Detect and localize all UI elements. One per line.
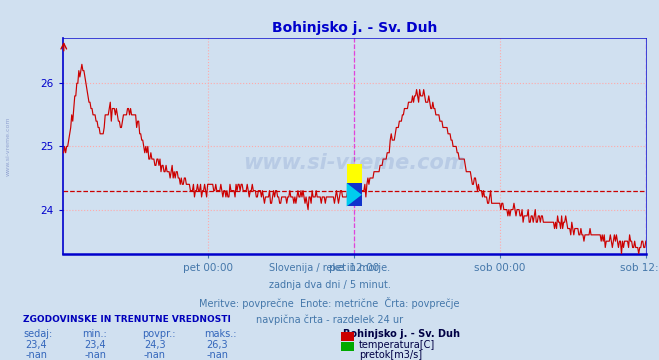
Text: zadnja dva dni / 5 minut.: zadnja dva dni / 5 minut.: [269, 280, 390, 290]
Text: pretok[m3/s]: pretok[m3/s]: [359, 350, 422, 360]
Text: povpr.:: povpr.:: [142, 329, 175, 339]
Text: ZGODOVINSKE IN TRENUTNE VREDNOSTI: ZGODOVINSKE IN TRENUTNE VREDNOSTI: [23, 315, 231, 324]
Text: Meritve: povprečne  Enote: metrične  Črta: povprečje: Meritve: povprečne Enote: metrične Črta:…: [199, 297, 460, 309]
Text: min.:: min.:: [82, 329, 107, 339]
Text: maks.:: maks.:: [204, 329, 237, 339]
Text: www.si-vreme.com: www.si-vreme.com: [243, 153, 465, 173]
Title: Bohinjsko j. - Sv. Duh: Bohinjsko j. - Sv. Duh: [272, 21, 437, 35]
Text: Bohinjsko j. - Sv. Duh: Bohinjsko j. - Sv. Duh: [343, 329, 460, 339]
Text: -nan: -nan: [206, 350, 229, 360]
Bar: [347, 164, 362, 183]
Text: -nan: -nan: [25, 350, 47, 360]
Text: temperatura[C]: temperatura[C]: [359, 340, 436, 350]
Text: www.si-vreme.com: www.si-vreme.com: [6, 116, 11, 176]
Text: -nan: -nan: [84, 350, 107, 360]
Text: 23,4: 23,4: [85, 340, 106, 350]
Text: 26,3: 26,3: [207, 340, 228, 350]
Text: Slovenija / reke in morje.: Slovenija / reke in morje.: [269, 263, 390, 273]
Text: 23,4: 23,4: [26, 340, 47, 350]
Bar: [347, 183, 362, 206]
Text: 24,3: 24,3: [144, 340, 165, 350]
Polygon shape: [347, 183, 362, 206]
Text: navpična črta - razdelek 24 ur: navpična črta - razdelek 24 ur: [256, 315, 403, 325]
Text: -nan: -nan: [144, 350, 166, 360]
Text: sedaj:: sedaj:: [23, 329, 52, 339]
